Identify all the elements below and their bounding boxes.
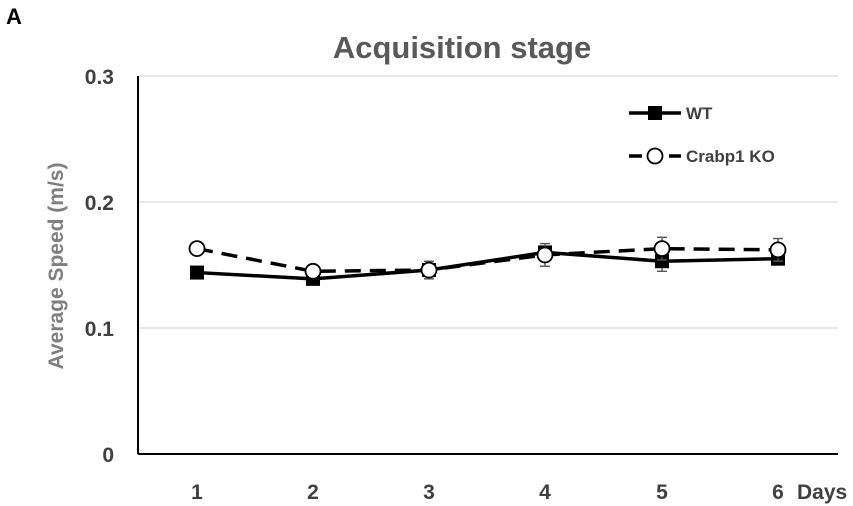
data-point-circle bbox=[420, 261, 438, 279]
legend-item: Crabp1 KO bbox=[629, 147, 775, 166]
data-point-circle bbox=[304, 262, 322, 280]
series-layer bbox=[188, 236, 787, 286]
data-point-circle bbox=[536, 246, 554, 264]
x-tick-label: 3 bbox=[423, 481, 435, 504]
panel-label: A bbox=[6, 4, 22, 29]
gridlines bbox=[138, 75, 838, 329]
y-tick-label: 0.3 bbox=[85, 66, 114, 89]
series-crabp1-ko bbox=[188, 236, 787, 280]
axes bbox=[137, 76, 838, 455]
data-point-circle bbox=[769, 241, 787, 259]
y-axis-label: Average Speed (m/s) bbox=[45, 163, 68, 370]
x-tick-label: 1 bbox=[191, 481, 203, 504]
x-axis-label: Days bbox=[797, 481, 847, 504]
series-line bbox=[196, 250, 779, 281]
data-point-square bbox=[655, 254, 669, 269]
y-tick-label: 0.1 bbox=[85, 318, 115, 341]
legend-marker-circle bbox=[646, 147, 664, 165]
data-point-circle bbox=[188, 240, 206, 258]
tick-labels: 0 0.1 0.2 0.3 1 2 3 4 5 6 bbox=[85, 66, 784, 504]
y-tick-label: 0.2 bbox=[85, 192, 114, 215]
data-point-square bbox=[190, 265, 204, 280]
legend-marker-square bbox=[648, 106, 662, 120]
legend-item: WT bbox=[629, 104, 713, 123]
legend: WT Crabp1 KO bbox=[629, 104, 775, 166]
legend-label: WT bbox=[686, 104, 713, 123]
x-tick-label: 2 bbox=[307, 481, 319, 504]
x-tick-label: 5 bbox=[656, 481, 668, 504]
data-point-circle bbox=[653, 240, 671, 258]
x-tick-label: 6 bbox=[772, 481, 784, 504]
legend-label: Crabp1 KO bbox=[686, 147, 775, 166]
x-tick-label: 4 bbox=[539, 481, 551, 504]
series-line bbox=[196, 246, 779, 274]
chart-title: Acquisition stage bbox=[333, 30, 591, 65]
y-tick-label: 0 bbox=[102, 444, 114, 467]
